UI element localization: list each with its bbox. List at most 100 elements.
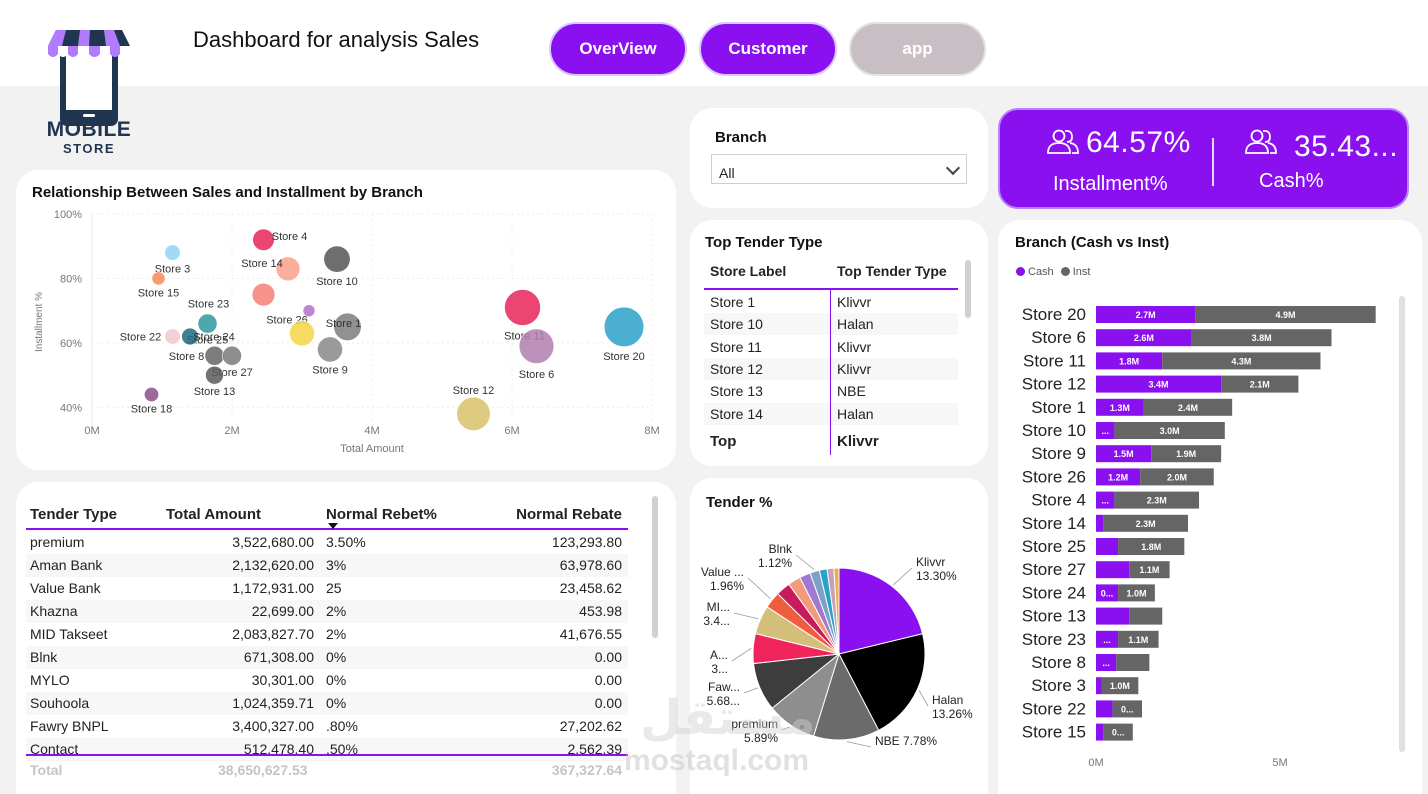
bar-inst-value: 1.0M (1110, 681, 1130, 691)
cash-percent-label: Cash% (1259, 170, 1324, 192)
tender-table-scrollbar[interactable] (652, 496, 658, 638)
table-row[interactable]: Aman Bank 2,132,620.00 3% 63,978.60 (26, 554, 628, 577)
bar-inst-value: 1.9M (1176, 449, 1196, 459)
mobile-store-logo (48, 30, 130, 126)
bar-cash-value: ... (1102, 658, 1110, 668)
bar-category-label: Store 23 (1022, 630, 1086, 649)
scatter-chart: 40% 60% 80% 100% 0M 2M 4M 6M 8M Total Amount Insta… (34, 209, 660, 455)
sort-desc-icon[interactable] (328, 523, 338, 529)
bar-cash-value: 1.8M (1119, 356, 1139, 366)
x-tick-label: 4M (364, 425, 379, 437)
bar-cash-value: 0... (1101, 588, 1114, 598)
cell-total-amount: 1,024,359.71 (232, 695, 314, 711)
bar-inst (1103, 514, 1188, 532)
cell-tender-type: MYLO (30, 672, 70, 688)
scatter-point (144, 387, 160, 403)
point-label: Store 4 (272, 231, 307, 243)
bar-chart-scrollbar[interactable] (1399, 296, 1405, 752)
y-tick-label: 80% (60, 273, 82, 285)
legend-cash[interactable]: Cash (1028, 266, 1054, 278)
list-item[interactable]: Store 10 Halan (704, 313, 958, 336)
bar-inst-value: 3.8M (1252, 333, 1272, 343)
list-item[interactable]: Store 14 Halan (704, 402, 958, 425)
cell-rebet-percent: .50% (326, 741, 358, 757)
table-row[interactable]: MYLO 30,301.00 0% 0.00 (26, 669, 628, 692)
chevron-down-icon (945, 160, 961, 176)
list-item[interactable]: Store 11 Klivvr (704, 336, 958, 358)
bar-cash (1096, 375, 1222, 393)
bar-cash (1096, 468, 1141, 486)
table-row[interactable]: Souhoola 1,024,359.71 0% 0.00 (26, 692, 628, 715)
list-item[interactable]: Store 12 Klivvr (704, 357, 958, 380)
installment-percent-value: 64.57% (1086, 126, 1191, 159)
bar-cash (1096, 514, 1104, 532)
bar-category-label: Store 14 (1022, 514, 1086, 533)
top-tender-scrollbar[interactable] (965, 260, 971, 318)
bar-inst (1151, 445, 1222, 463)
cell-rebet-percent: 0% (326, 672, 347, 688)
top-tender-divider (830, 290, 831, 455)
bar-cash (1096, 491, 1115, 509)
pie-leader-line (846, 741, 872, 748)
cell-store-label: Store 1 (710, 294, 756, 310)
scatter-point (251, 282, 276, 307)
table-row[interactable]: Value Bank 1,172,931.00 25 23,458.62 (26, 577, 628, 600)
cell-tender-type: Fawry BNPL (30, 718, 109, 734)
bar-cash (1096, 398, 1144, 416)
col-total-amount[interactable]: Total Amount (166, 506, 261, 523)
watermark-arabic: مستقل (640, 692, 816, 745)
dashboard-title: Dashboard for analysis Sales (193, 27, 480, 52)
table-row[interactable]: Blnk 671,308.00 0% 0.00 (26, 646, 628, 669)
x-tick-label: 6M (504, 425, 519, 437)
bar-inst (1118, 538, 1185, 555)
bar-category-label: Store 22 (1022, 699, 1086, 718)
col-store-label[interactable]: Store Label (710, 263, 787, 279)
cell-total-amount: 671,308.00 (243, 649, 314, 665)
bar-inst-value: 1.8M (1141, 542, 1161, 552)
point-label: Store 15 (138, 287, 180, 299)
col-normal-rebate[interactable]: Normal Rebate (516, 506, 622, 523)
cell-tender-type: Souhoola (30, 695, 90, 711)
branch-dropdown[interactable]: All (711, 154, 967, 184)
bar-category-label: Store 4 (1031, 491, 1086, 510)
top-tender-header: Store Label Top Tender Type (704, 260, 958, 290)
legend-inst-dot (1060, 267, 1070, 276)
cell-rebate: 23,458.62 (559, 580, 622, 596)
cell-tender-type: Blnk (30, 649, 58, 665)
bar-cash-value: 1.2M (1108, 472, 1128, 482)
legend-inst[interactable]: Inst (1072, 266, 1091, 278)
bar-category-label: Store 1 (1031, 398, 1086, 417)
table-row[interactable]: MID Takseet 2,083,827.70 2% 41,676.55 (26, 623, 628, 646)
bar-cash (1096, 700, 1113, 718)
cell-tender-type: Aman Bank (30, 557, 103, 573)
col-tender-type[interactable]: Tender Type (30, 506, 117, 523)
nav-overview-button[interactable]: OverView (549, 22, 687, 76)
cell-rebet-percent: 0% (326, 695, 347, 711)
bar-inst (1191, 329, 1332, 347)
total-rebate: 367,327.64 (551, 762, 622, 778)
scatter-point (317, 336, 343, 363)
branch-slicer-card: Branch All (690, 108, 988, 208)
top-tender-card: Top Tender Type Store Label Top Tender T… (690, 220, 988, 466)
col-top-tender-type[interactable]: Top Tender Type (837, 263, 947, 279)
table-row[interactable]: Fawry BNPL 3,400,327.00 .80% 27,202.62 (26, 715, 628, 738)
x-tick-label: 0M (84, 425, 99, 437)
scatter-point (603, 306, 645, 347)
scatter-point (518, 328, 555, 364)
table-row[interactable]: premium 3,522,680.00 3.50% 123,293.80 (26, 531, 628, 554)
nav-customer-button[interactable]: Customer (699, 22, 837, 76)
cell-rebate: 0.00 (594, 649, 622, 665)
nav-app-button[interactable]: app (849, 22, 986, 76)
bar-inst-value: 1.1M (1128, 635, 1148, 645)
list-item[interactable]: Store 1 Klivvr (704, 291, 958, 313)
top-tender-title: Top Tender Type (705, 234, 823, 251)
pie-leader-line (731, 648, 752, 662)
bar-inst (1129, 561, 1170, 579)
col-normal-rebet[interactable]: Normal Rebet% (326, 506, 437, 523)
list-item[interactable]: Store 13 NBE (704, 380, 958, 402)
pie-leader-line (743, 687, 758, 694)
cell-rebate: 0.00 (594, 695, 622, 711)
bar-cash-value: 2.6M (1134, 333, 1154, 343)
table-row[interactable]: Khazna 22,699.00 2% 453.98 (26, 600, 628, 623)
scatter-point (181, 327, 199, 346)
